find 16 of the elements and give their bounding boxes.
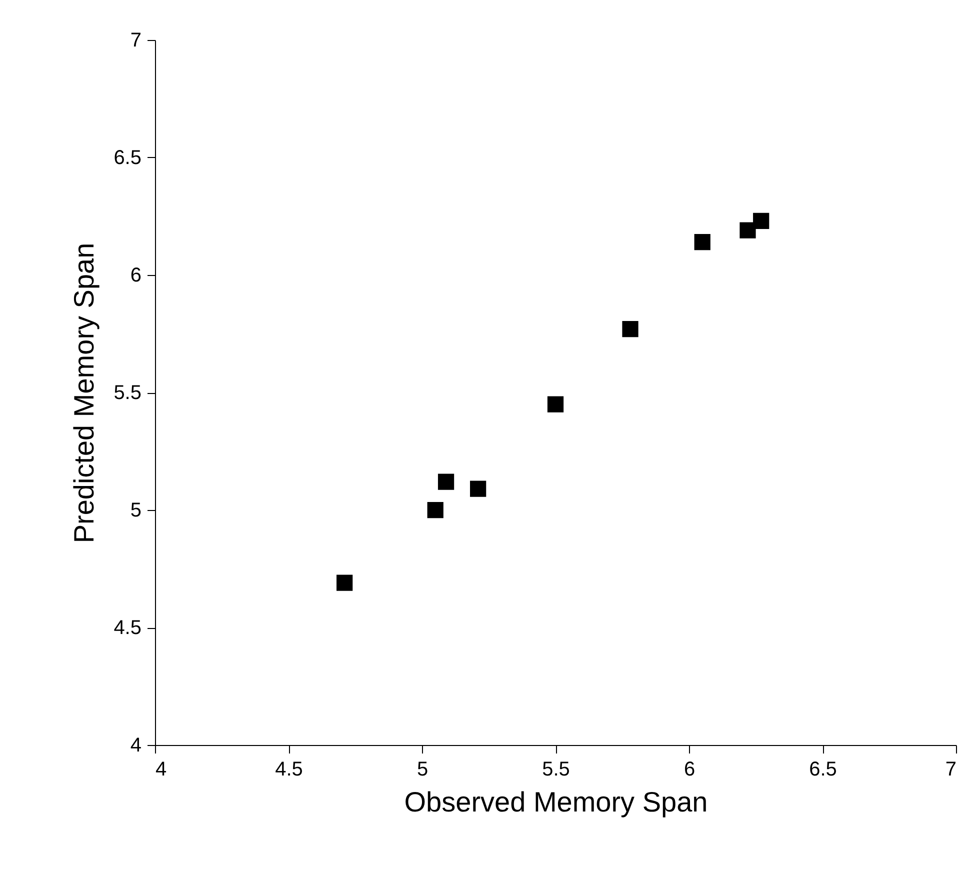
y-tick-label: 7 bbox=[130, 30, 142, 52]
y-tick-label: 4.5 bbox=[114, 617, 142, 639]
y-tick-label: 6 bbox=[130, 264, 142, 286]
x-tick-label: 6.5 bbox=[809, 758, 837, 780]
x-tick-label: 4 bbox=[156, 758, 167, 780]
y-tick-label: 5 bbox=[130, 500, 142, 522]
x-tick-label: 5.5 bbox=[542, 758, 570, 780]
x-tick-label: 6 bbox=[684, 758, 696, 780]
x-tick-label: 4.5 bbox=[275, 758, 303, 780]
y-tick-label: 5.5 bbox=[114, 382, 142, 404]
y-tick-label: 6.5 bbox=[114, 147, 142, 169]
x-tick-label: 7 bbox=[945, 758, 956, 780]
x-tick-label: 5 bbox=[416, 758, 428, 780]
x-axis-title: Observed Memory Span bbox=[404, 786, 708, 818]
y-tick-label: 4 bbox=[130, 734, 142, 756]
y-axis-title: Predicted Memory Span bbox=[68, 242, 100, 544]
